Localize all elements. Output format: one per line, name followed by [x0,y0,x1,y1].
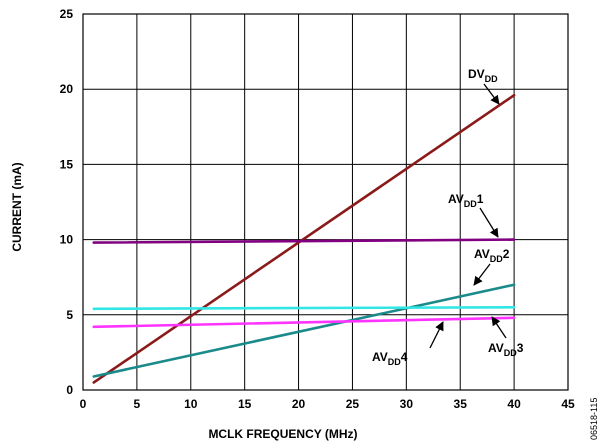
x-axis-title: MCLK FREQUENCY (MHz) [208,427,357,441]
x-tick-label: 15 [238,397,252,411]
arrow-avdd2 [473,263,491,286]
x-tick-label: 5 [134,397,141,411]
series-line-avdd3 [92,316,516,329]
figure-id-watermark: 06518-115 [589,398,599,440]
x-tick-label: 35 [454,397,468,411]
label-dvdd: DVDD [468,67,498,84]
x-tick-labels: 0 5 10 15 20 25 30 35 40 45 [80,397,575,411]
series-line-avdd1 [92,238,516,244]
series-line-dvdd [92,93,516,384]
series-labels: DVDD AVDD1 AVDD2 AVDD3 AVDD4 [372,67,524,367]
label-avdd3: AVDD3 [488,341,524,358]
x-tick-label: 30 [400,397,414,411]
y-tick-label: 5 [66,308,73,322]
y-axis-title: CURRENT (mA) [10,162,24,251]
label-avdd4: AVDD4 [372,350,408,367]
label-avdd2: AVDD2 [474,247,510,264]
x-tick-label: 20 [292,397,306,411]
y-tick-labels: 0 5 10 15 20 25 [60,7,74,397]
x-tick-label: 10 [184,397,198,411]
y-tick-label: 15 [60,157,74,171]
y-tick-label: 10 [60,233,74,247]
plot-frame [82,13,569,391]
arrow-avdd3 [491,316,507,339]
arrow-avdd1 [479,207,499,238]
x-tick-label: 25 [346,397,360,411]
y-tick-label: 0 [66,383,73,397]
y-tick-label: 25 [60,7,74,21]
grid [82,13,569,391]
label-arrows [429,83,507,349]
label-avdd1: AVDD1 [448,192,484,209]
arrow-dvdd [483,83,500,105]
x-tick-label: 40 [507,397,521,411]
series-line-avdd2 [92,283,516,378]
series-line-avdd4 [92,305,516,311]
series-lines [92,93,516,384]
y-tick-label: 20 [60,82,74,96]
arrow-avdd4 [429,321,444,349]
x-tick-label: 0 [80,397,87,411]
x-tick-label: 45 [561,397,575,411]
